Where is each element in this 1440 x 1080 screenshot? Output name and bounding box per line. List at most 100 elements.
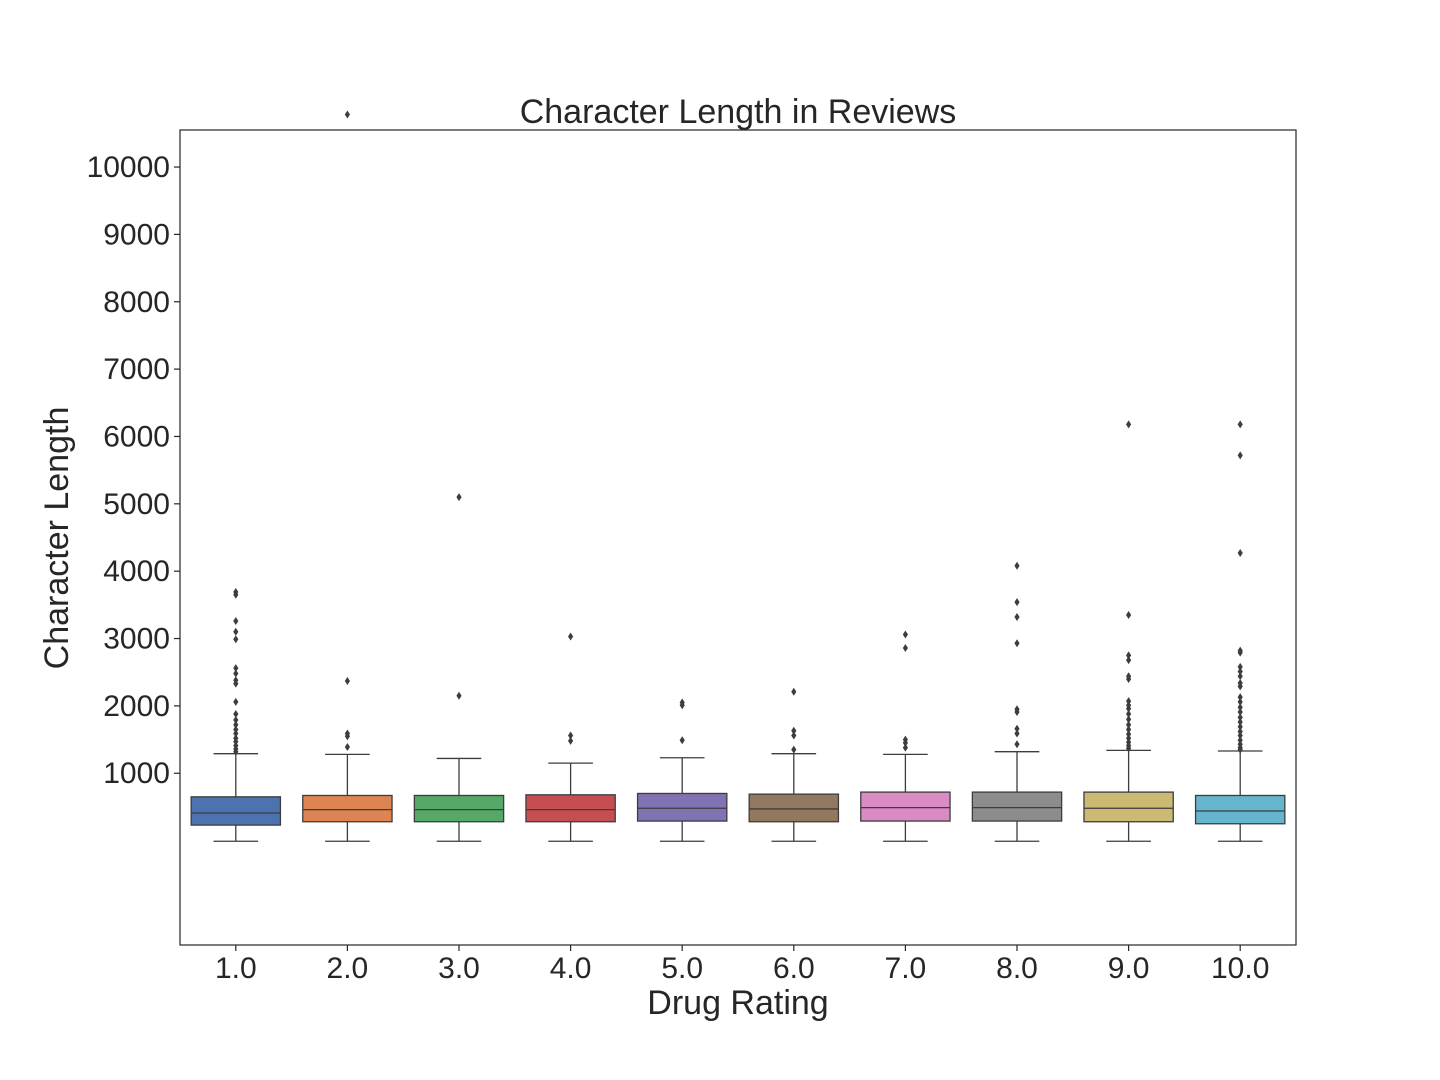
outlier-point [1014, 561, 1020, 570]
outlier-point [679, 736, 685, 745]
outlier-point [344, 110, 350, 119]
box-group-1.0 [190, 588, 282, 842]
outlier-point [233, 669, 239, 678]
outlier-point [233, 617, 239, 626]
outlier-point [1126, 734, 1132, 743]
outlier-point [1237, 420, 1243, 429]
plot-area [190, 110, 1286, 842]
box-group-4.0 [525, 632, 616, 842]
outlier-point [1126, 744, 1132, 753]
box-group-8.0 [971, 561, 1063, 842]
outlier-point [1126, 697, 1132, 706]
box-iqr [302, 794, 393, 823]
outlier-point [1126, 730, 1132, 739]
box-group-5.0 [636, 698, 728, 842]
outlier-point [568, 736, 574, 745]
outlier-point [1126, 610, 1132, 619]
x-tick-label: 8.0 [996, 952, 1038, 985]
outlier-point [1237, 667, 1243, 676]
outlier-point [456, 691, 462, 700]
x-tick-label: 1.0 [215, 952, 257, 985]
x-tick-label: 9.0 [1108, 952, 1150, 985]
x-tick-label: 2.0 [327, 952, 369, 985]
outlier-point [1014, 740, 1020, 749]
outlier-point [1237, 682, 1243, 691]
outlier-point [1126, 704, 1132, 713]
outlier-point [1237, 713, 1243, 722]
outlier-point [344, 676, 350, 685]
x-axis-label: Drug Rating [647, 984, 828, 1022]
outlier-point [456, 493, 462, 502]
y-tick-label: 6000 [103, 420, 170, 453]
box-iqr [1194, 794, 1286, 825]
box-group-3.0 [413, 493, 505, 842]
y-tick-label: 2000 [103, 690, 170, 723]
outlier-point [1237, 718, 1243, 727]
x-tick-label: 5.0 [661, 952, 703, 985]
x-tick-label: 6.0 [773, 952, 815, 985]
x-tick-label: 7.0 [885, 952, 927, 985]
outlier-point [1014, 724, 1020, 733]
outlier-point [1237, 731, 1243, 740]
outlier-point [233, 679, 239, 688]
outlier-point [233, 590, 239, 599]
outlier-point [233, 720, 239, 729]
x-tick-label: 10.0 [1211, 952, 1269, 985]
y-tick-label: 1000 [103, 757, 170, 790]
outlier-point [1014, 612, 1020, 621]
outlier-point [1237, 693, 1243, 702]
outlier-point [1014, 707, 1020, 716]
outlier-point [1237, 662, 1243, 671]
outlier-point [233, 709, 239, 718]
outlier-point [902, 630, 908, 639]
outlier-point [568, 632, 574, 641]
box-group-10.0 [1194, 420, 1286, 842]
outlier-point [1014, 639, 1020, 648]
outlier-point [233, 627, 239, 636]
outlier-point [1237, 648, 1243, 657]
outlier-point [1237, 703, 1243, 712]
outlier-point [791, 687, 797, 696]
outlier-point [902, 738, 908, 747]
box-group-7.0 [860, 630, 951, 842]
outlier-point [344, 742, 350, 751]
outlier-point [1237, 736, 1243, 745]
y-tick-label: 8000 [103, 286, 170, 319]
outlier-point [902, 643, 908, 652]
outlier-point [1237, 722, 1243, 731]
outlier-point [1237, 745, 1243, 754]
outlier-point [233, 729, 239, 738]
outlier-point [1237, 548, 1243, 557]
y-axis-label: Character Length [38, 407, 76, 670]
outlier-point [1126, 651, 1132, 660]
outlier-point [233, 737, 239, 746]
outlier-point [233, 747, 239, 756]
outlier-point [1126, 674, 1132, 683]
x-tick-label: 4.0 [550, 952, 592, 985]
outlier-point [1014, 598, 1020, 607]
outlier-point [1126, 725, 1132, 734]
box-iqr [190, 796, 282, 826]
box-iqr [971, 791, 1063, 822]
outlier-point [1126, 715, 1132, 724]
plot-frame [179, 129, 1297, 946]
outlier-point [1014, 729, 1020, 738]
box-group-2.0 [302, 110, 393, 842]
outlier-point [1237, 451, 1243, 460]
outlier-point [1237, 697, 1243, 706]
box-iqr [860, 791, 951, 822]
outlier-point [1237, 672, 1243, 681]
outlier-point [1126, 656, 1132, 665]
outlier-point [344, 732, 350, 741]
y-axis: 1000 2000 3000 4000 5000 6000 7000 8000 9000 1000… [87, 151, 180, 790]
box-iqr [525, 794, 616, 823]
outlier-point [791, 731, 797, 740]
box-iqr [748, 793, 840, 823]
outlier-point [791, 745, 797, 754]
outlier-point [233, 635, 239, 644]
outlier-point [1126, 720, 1132, 729]
box-iqr [1083, 791, 1174, 823]
y-tick-label: 7000 [103, 353, 170, 386]
